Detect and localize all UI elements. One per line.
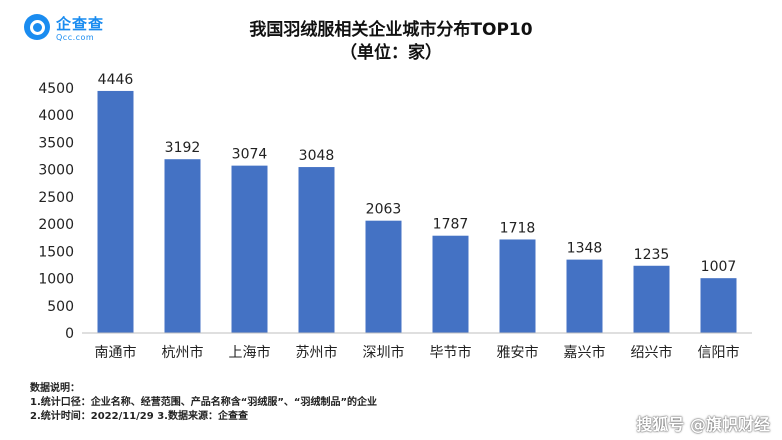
x-tick-label: 信阳市 (698, 344, 740, 361)
bar (97, 90, 134, 333)
bars: 4446 3192 3074 3048 2063 1787 1718 1348 1235 1007 (97, 72, 737, 333)
data-label: 3192 (165, 140, 201, 156)
bar (298, 167, 335, 333)
notes-heading: 数据说明： (30, 383, 80, 394)
bar (231, 165, 268, 333)
bar (164, 159, 201, 333)
y-axis: 0 500 1000 1500 2000 2500 3000 3500 4000 4500 (38, 81, 74, 342)
logo-subtext: Qcc.com (56, 33, 95, 42)
x-tick-label: 深圳市 (363, 344, 405, 361)
chart-title: 我国羽绒服相关企业城市分布TOP10 (249, 20, 533, 40)
qcc-logo: 企查查 Qcc.com (24, 12, 116, 46)
x-tick-label: 上海市 (229, 344, 271, 361)
y-tick-label: 4000 (38, 108, 74, 124)
data-label: 2063 (366, 202, 402, 218)
bar (633, 265, 670, 333)
chart-subtitle: （单位：家） (340, 43, 442, 63)
y-tick-label: 1000 (38, 272, 74, 288)
data-notes: 数据说明： 1.统计口径：企业名称、经营范围、产品名称含“羽绒服”、“羽绒制品”… (30, 382, 377, 424)
data-label: 3074 (232, 147, 268, 163)
y-tick-label: 3000 (38, 163, 74, 179)
data-label: 4446 (98, 72, 134, 88)
data-label: 1787 (433, 217, 469, 233)
x-tick-label: 嘉兴市 (564, 344, 606, 361)
y-tick-label: 2500 (38, 190, 74, 206)
watermark: 搜狐号 @旗帜财经 (636, 415, 770, 434)
x-tick-label: 南通市 (95, 344, 137, 361)
data-label: 1348 (567, 241, 603, 257)
bar (700, 278, 737, 333)
data-label: 1007 (701, 259, 737, 275)
logo-name: 企查查 (56, 15, 105, 33)
x-tick-label: 毕节市 (430, 344, 472, 361)
y-tick-label: 4500 (38, 81, 74, 97)
notes-line-2: 2.统计时间：2022/11/29 3.数据来源：企查查 (30, 411, 248, 422)
notes-line-1: 1.统计口径：企业名称、经营范围、产品名称含“羽绒服”、“羽绒制品”的企业 (30, 397, 378, 408)
bar (365, 220, 402, 333)
data-label: 1718 (500, 220, 536, 236)
x-tick-label: 绍兴市 (631, 344, 673, 361)
data-label: 1235 (634, 247, 670, 263)
x-tick-label: 苏州市 (296, 344, 338, 361)
x-axis: 南通市 杭州市 上海市 苏州市 深圳市 毕节市 雅安市 嘉兴市 绍兴市 信阳市 (82, 332, 752, 361)
y-tick-label: 1500 (38, 244, 74, 260)
qcc-logo-icon (24, 14, 50, 40)
y-tick-label: 500 (47, 299, 74, 315)
bar (499, 239, 536, 333)
y-tick-label: 3500 (38, 135, 74, 151)
bar (566, 259, 603, 333)
y-tick-label: 2000 (38, 217, 74, 233)
bar (432, 235, 469, 333)
data-label: 3048 (299, 148, 335, 164)
y-tick-label: 0 (65, 326, 74, 342)
x-tick-label: 雅安市 (497, 344, 539, 361)
x-tick-label: 杭州市 (162, 344, 204, 361)
